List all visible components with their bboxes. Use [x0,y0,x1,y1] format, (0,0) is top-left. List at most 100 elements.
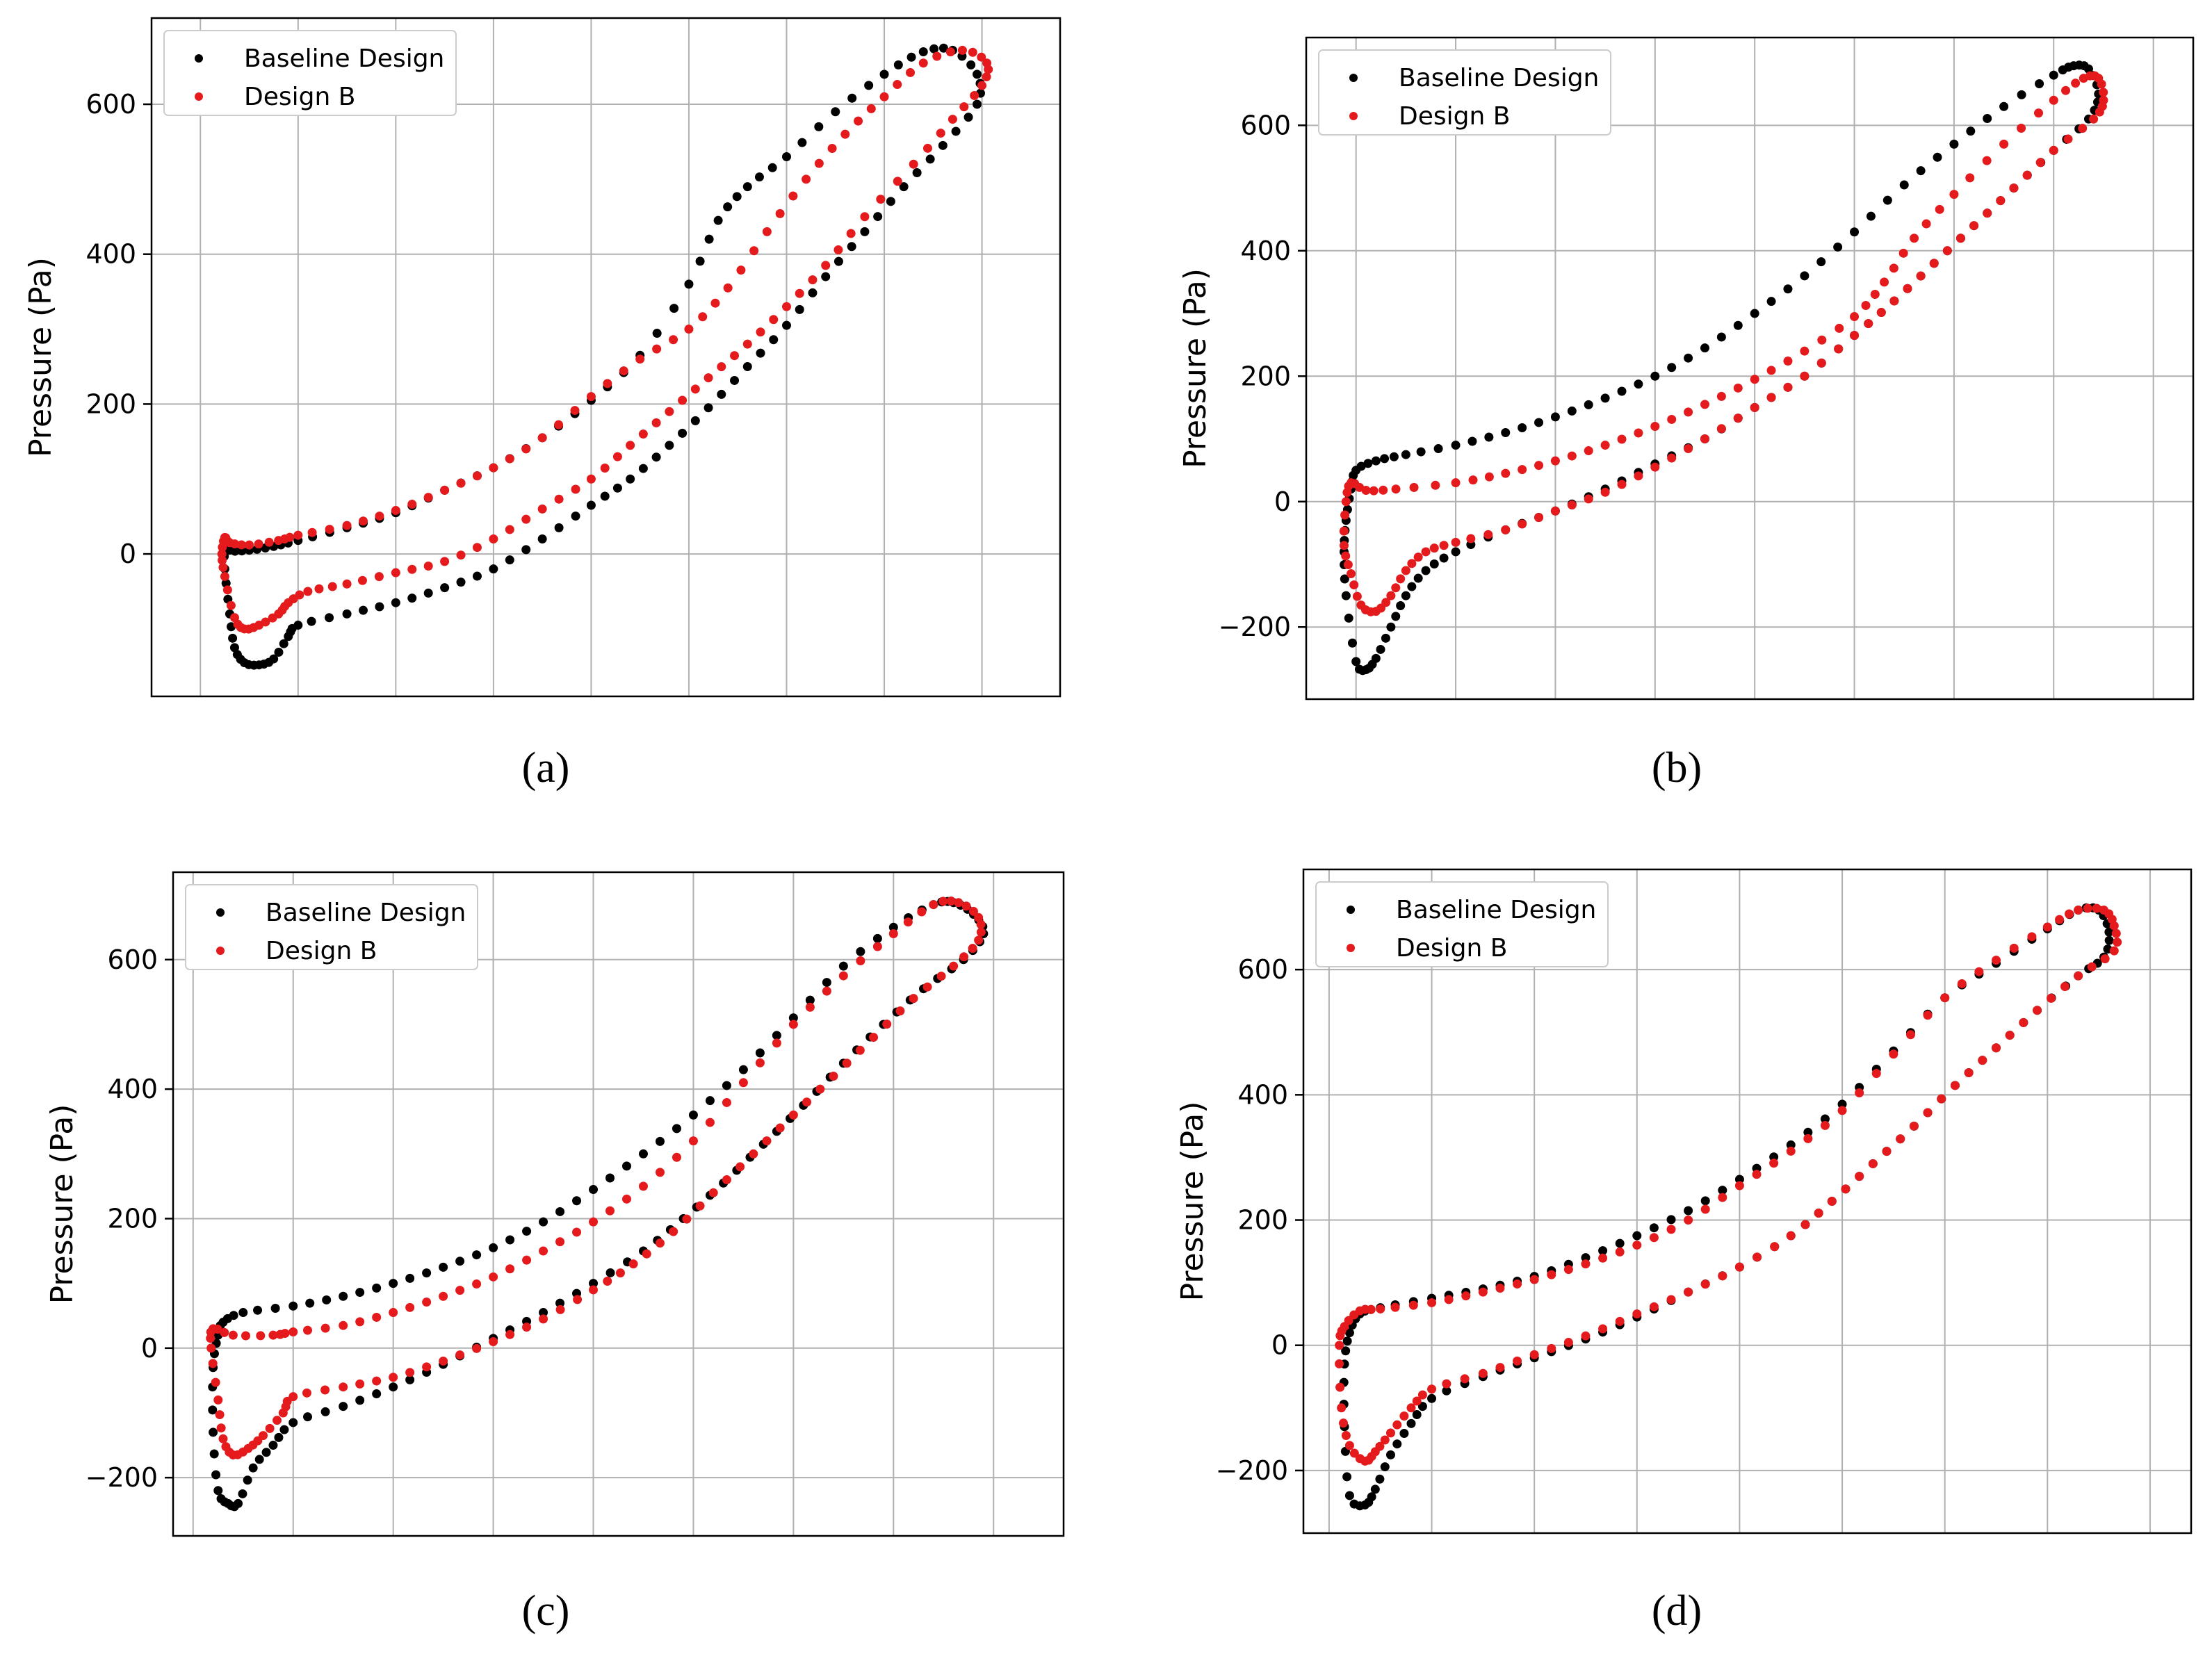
panel-b-point-design-b-71 [2022,170,2032,180]
panel-c-legend-box [185,884,478,970]
panel-d-point-design-b-8 [1366,1304,1376,1314]
panel-d-point-design-b-77 [1882,1147,1892,1156]
panel-a-point-design-b-41 [749,246,759,256]
panel-a-point-design-b-16 [358,516,368,526]
panel-c-point-design-b-72 [829,1071,838,1081]
panel-b-point-design-b-116 [1391,583,1401,593]
panel-b-point-baseline-22 [1567,406,1577,416]
panel-c-point-baseline-101 [405,1375,415,1384]
panel-c-point-design-b-89 [603,1277,612,1286]
panel-a-point-design-b-35 [669,335,678,345]
panel-c-point-design-b-21 [439,1291,448,1301]
panel-b-legend-marker-design-b [1349,112,1358,120]
panel-d-point-baseline-121 [1342,1472,1352,1482]
panel-c-point-design-b-62 [959,952,969,962]
panel-d-point-design-b-34 [1803,1134,1813,1143]
panel-b-point-design-b-32 [1733,383,1743,393]
panel-d-point-design-b-58 [2111,928,2121,938]
panel-d-point-design-b-73 [1937,1094,1946,1104]
panel-a-point-design-b-36 [684,325,694,334]
panel-a-point-design-b-54 [918,58,928,68]
panel-c-point-design-b-80 [722,1175,731,1185]
panel-b-ytick-label-1: 0 [1274,486,1291,517]
panel-b-point-baseline-14 [1433,444,1443,454]
panel-b-point-design-b-94 [1684,444,1693,454]
panel-c-point-baseline-28 [555,1206,565,1216]
panel-c-point-design-b-70 [855,1045,865,1055]
panel-a-point-baseline-69 [899,182,909,192]
panel-c-point-baseline-103 [372,1389,382,1399]
panel-b-point-design-b-72 [2009,183,2019,193]
panel-b-point-baseline-43 [1916,166,1926,176]
panel-b-point-baseline-35 [1783,284,1793,294]
panel-a-point-baseline-92 [600,491,610,501]
panel-b-point-design-b-3 [1341,497,1351,507]
panel-b-point-design-b-114 [1401,566,1410,575]
panel-b-point-baseline-33 [1750,309,1759,318]
panel-d-point-design-b-82 [1814,1209,1823,1218]
panel-b-point-design-b-99 [1600,487,1610,497]
panel-b-series-design-b [1339,71,2108,616]
panel-b-point-design-b-28 [1667,414,1677,424]
panel-a-point-design-b-97 [521,514,531,524]
panel-a-point-baseline-103 [423,588,433,598]
panel-b-point-design-b-103 [1534,513,1544,523]
panel-c-point-baseline-37 [705,1096,715,1106]
panel-a-point-baseline-75 [821,272,831,281]
panel-d-point-design-b-39 [1889,1049,1898,1059]
panel-c-point-design-b-35 [672,1152,681,1162]
panel-d-point-baseline-109 [1399,1429,1409,1439]
panel-c-point-baseline-34 [655,1136,665,1146]
panel-d-point-design-b-30 [1734,1181,1744,1190]
panel-c-point-baseline-127 [208,1405,218,1415]
panel-b-point-design-b-0 [1339,541,1349,550]
panel-d-point-design-b-102 [1478,1368,1488,1378]
panel-a-point-design-b-33 [635,354,645,364]
panel-d-point-baseline-58 [2104,935,2114,945]
panel-d-point-design-b-13 [1444,1295,1454,1304]
panel-c-point-baseline-16 [355,1288,365,1298]
panel-c-point-baseline-27 [539,1217,548,1227]
panel-a-point-design-b-73 [846,229,856,238]
panel-d-point-design-b-61 [2100,954,2110,964]
panel-c-point-baseline-30 [589,1185,599,1195]
panel-c-point-design-b-34 [655,1168,665,1177]
panel-b-legend: Baseline Design Design B [1318,49,1611,136]
panel-b-axes-frame [1305,36,2195,701]
panel-d-point-design-b-69 [1992,1043,2001,1053]
panel-c-point-design-b-26 [522,1255,532,1265]
panel-d-point-baseline-36 [1837,1099,1847,1109]
panel-c-point-design-b-0 [206,1343,216,1353]
panel-a-point-design-b-94 [571,484,580,494]
panel-a-point-design-b-31 [603,379,612,388]
panel-d-point-design-b-95 [1598,1324,1608,1334]
panel-b-point-baseline-122 [1354,664,1364,674]
panel-d-point-design-b-27 [1684,1216,1693,1225]
panel-d-point-design-b-83 [1800,1220,1810,1229]
panel-d-point-design-b-37 [1855,1088,1864,1098]
panel-b-point-baseline-115 [1381,633,1390,643]
panel-c-point-design-b-7 [241,1331,250,1341]
panel-c-point-design-b-54 [954,898,963,908]
panel-c-axes-frame [172,871,1065,1537]
panel-c-point-baseline-9 [238,1308,248,1318]
panel-c-point-design-b-45 [838,971,848,981]
panel-a-point-baseline-64 [963,113,973,122]
panel-d-point-design-b-75 [1909,1121,1919,1131]
panel-a-axes-frame [150,17,1062,698]
panel-c-point-design-b-105 [339,1382,348,1392]
panel-b-point-design-b-69 [2049,145,2058,155]
panel-a-point-baseline-43 [754,172,764,182]
panel-a-point-design-b-68 [922,143,932,153]
panel-d-point-design-b-108 [1406,1403,1416,1413]
panel-d-point-baseline-2 [1342,1336,1352,1346]
panel-b-point-baseline-19 [1518,423,1527,432]
panel-b-point-design-b-47 [1935,204,1944,214]
panel-c-point-baseline-109 [279,1425,289,1434]
panel-c-point-design-b-59 [976,927,986,937]
panel-b-legend-label-design-b: Design B [1399,102,1510,131]
panel-a-point-baseline-108 [342,609,352,619]
panel-c-point-baseline-33 [638,1149,648,1159]
panel-a-point-baseline-79 [769,335,779,345]
panel-b-point-baseline-127 [1340,574,1349,584]
